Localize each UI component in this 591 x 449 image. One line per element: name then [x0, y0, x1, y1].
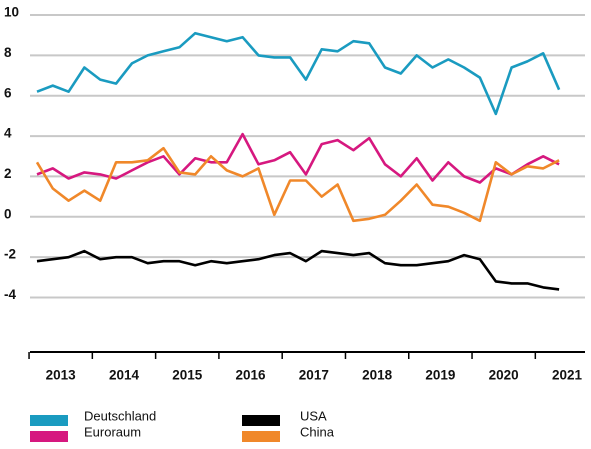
legend-label: Euroraum	[84, 424, 141, 439]
x-tick-label: 2016	[236, 368, 267, 383]
series-line	[35, 146, 560, 223]
y-tick-label: 10	[4, 5, 19, 20]
x-tick-label: 2018	[362, 368, 393, 383]
legend-swatch	[242, 431, 280, 442]
x-tick-label: 2015	[172, 368, 203, 383]
y-tick-label: 2	[4, 166, 12, 181]
x-tick-label: 2020	[489, 368, 519, 383]
legend-label: USA	[300, 408, 327, 423]
legend-swatch	[242, 415, 280, 426]
y-tick-label: 8	[4, 45, 12, 60]
y-tick-label: 4	[4, 126, 12, 141]
x-tick-label: 2013	[46, 368, 77, 383]
y-tick-label: -2	[4, 247, 16, 262]
y-tick-label: 0	[4, 206, 12, 221]
legend-label: China	[300, 424, 335, 439]
series-line	[36, 249, 560, 291]
legend-swatch	[30, 431, 68, 442]
y-tick-label: -4	[4, 287, 16, 302]
legend-swatch	[30, 415, 68, 426]
series-line	[36, 31, 561, 116]
x-tick-label: 2017	[299, 368, 329, 383]
legend-label: Deutschland	[84, 408, 156, 423]
series-line	[36, 132, 560, 184]
x-tick-label: 2019	[425, 368, 455, 383]
y-tick-label: 6	[4, 85, 12, 100]
x-tick-label: 2021	[552, 368, 583, 383]
x-tick-label: 2014	[109, 368, 140, 383]
